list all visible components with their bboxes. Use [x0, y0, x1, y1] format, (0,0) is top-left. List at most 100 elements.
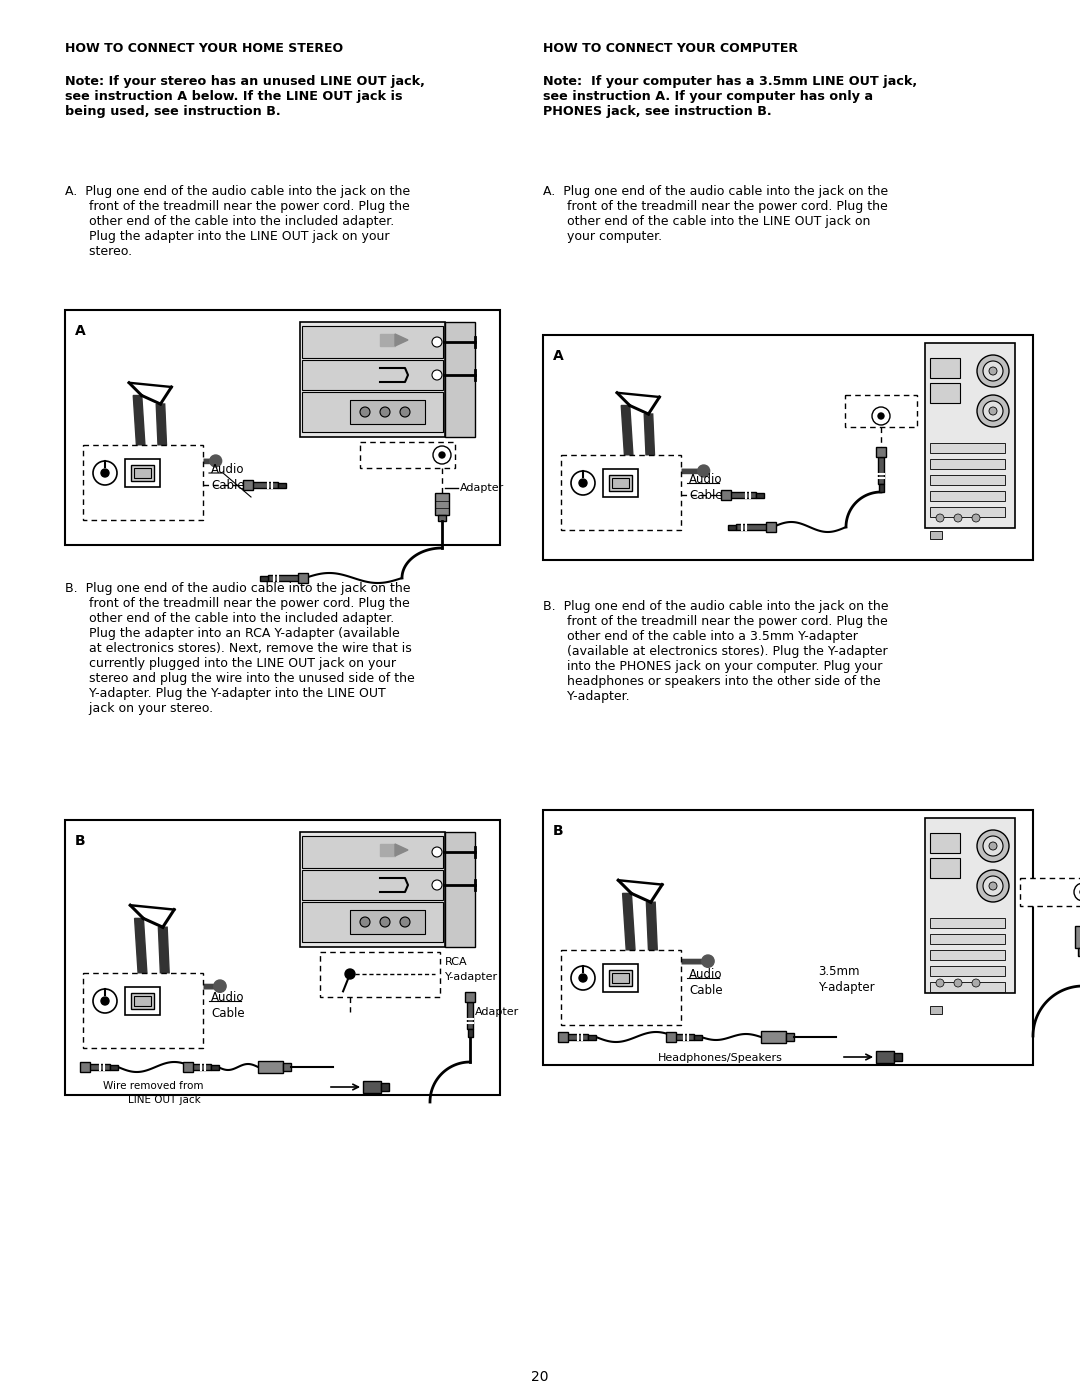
- Bar: [183, 1062, 193, 1071]
- Bar: [588, 1035, 596, 1039]
- Polygon shape: [646, 902, 658, 963]
- Circle shape: [360, 916, 370, 928]
- Circle shape: [579, 479, 588, 488]
- Bar: [930, 950, 1005, 960]
- Circle shape: [432, 880, 442, 890]
- Text: 20: 20: [531, 1370, 549, 1384]
- Text: Cable: Cable: [689, 489, 723, 502]
- Circle shape: [989, 842, 997, 849]
- Bar: [930, 475, 1005, 485]
- Bar: [930, 460, 1005, 469]
- Bar: [80, 1062, 90, 1071]
- Bar: [729, 492, 756, 497]
- Bar: [728, 524, 735, 529]
- Bar: [1075, 926, 1080, 949]
- Text: Amp: Amp: [308, 916, 332, 928]
- Bar: [302, 870, 443, 900]
- Text: Cable: Cable: [211, 1007, 245, 1020]
- Bar: [756, 493, 764, 497]
- Polygon shape: [159, 928, 170, 988]
- Bar: [125, 460, 160, 488]
- Polygon shape: [380, 334, 395, 346]
- Bar: [467, 1002, 473, 1030]
- Bar: [603, 469, 638, 497]
- Bar: [302, 902, 443, 942]
- Bar: [930, 1006, 942, 1014]
- Bar: [878, 457, 885, 483]
- Circle shape: [936, 514, 944, 522]
- Bar: [930, 531, 942, 539]
- Bar: [83, 972, 203, 1048]
- Bar: [876, 447, 886, 457]
- Text: Headphones/Speakers: Headphones/Speakers: [658, 1053, 783, 1063]
- Bar: [381, 1083, 389, 1091]
- Text: CD: CD: [308, 847, 323, 856]
- Text: 3.5mm: 3.5mm: [818, 965, 860, 978]
- Bar: [761, 1031, 786, 1044]
- Bar: [125, 988, 160, 1016]
- Bar: [468, 1030, 473, 1037]
- Bar: [1020, 877, 1080, 907]
- Circle shape: [983, 360, 1003, 381]
- Bar: [612, 478, 629, 488]
- Text: Audio: Audio: [211, 990, 244, 1004]
- Bar: [1078, 949, 1080, 956]
- Circle shape: [936, 979, 944, 988]
- Polygon shape: [575, 960, 711, 964]
- Text: LINE OUT: LINE OUT: [365, 450, 407, 460]
- Circle shape: [698, 465, 710, 476]
- Polygon shape: [135, 918, 148, 988]
- Bar: [465, 992, 475, 1002]
- Bar: [930, 833, 960, 854]
- Circle shape: [579, 974, 588, 982]
- Bar: [766, 522, 777, 532]
- Circle shape: [84, 981, 97, 992]
- Bar: [438, 515, 446, 521]
- Bar: [283, 1063, 291, 1071]
- Bar: [609, 475, 632, 490]
- Bar: [609, 970, 632, 986]
- Text: Adapter: Adapter: [460, 483, 504, 493]
- Circle shape: [345, 970, 355, 979]
- Bar: [930, 935, 1005, 944]
- Bar: [561, 455, 681, 529]
- Bar: [320, 951, 440, 997]
- Text: A: A: [553, 349, 564, 363]
- Bar: [243, 481, 253, 490]
- Circle shape: [983, 876, 1003, 895]
- Circle shape: [102, 469, 109, 476]
- Bar: [211, 1065, 219, 1070]
- Bar: [930, 383, 960, 402]
- Polygon shape: [157, 404, 167, 462]
- Text: B.  Plug one end of the audio cable into the jack on the
      front of the trea: B. Plug one end of the audio cable into …: [543, 599, 889, 703]
- Bar: [363, 1081, 381, 1092]
- Circle shape: [972, 514, 980, 522]
- Circle shape: [983, 835, 1003, 856]
- Text: Note: If your stereo has an unused LINE OUT jack,
see instruction A below. If th: Note: If your stereo has an unused LINE …: [65, 75, 424, 117]
- Bar: [260, 576, 268, 581]
- Circle shape: [432, 370, 442, 380]
- Bar: [930, 507, 1005, 517]
- Text: Wire removed from: Wire removed from: [103, 1081, 203, 1091]
- Bar: [674, 1034, 694, 1039]
- Circle shape: [989, 407, 997, 415]
- Bar: [878, 483, 883, 492]
- Circle shape: [878, 414, 885, 419]
- Bar: [930, 965, 1005, 977]
- Circle shape: [1074, 883, 1080, 901]
- Text: Y-adapter: Y-adapter: [818, 981, 875, 995]
- Bar: [268, 576, 300, 581]
- Bar: [360, 441, 455, 468]
- Bar: [300, 321, 445, 437]
- Polygon shape: [644, 414, 656, 472]
- Circle shape: [989, 367, 997, 374]
- Polygon shape: [622, 894, 636, 963]
- Polygon shape: [575, 469, 706, 474]
- Bar: [87, 1065, 110, 1070]
- Circle shape: [572, 465, 584, 476]
- Text: B: B: [553, 824, 564, 838]
- Bar: [930, 443, 1005, 453]
- Bar: [930, 358, 960, 379]
- Bar: [924, 344, 1015, 528]
- Bar: [694, 1035, 702, 1039]
